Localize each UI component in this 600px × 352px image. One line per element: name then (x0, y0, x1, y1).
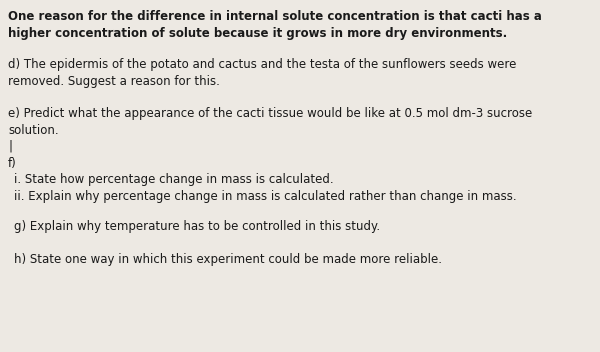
Text: d) The epidermis of the potato and cactus and the testa of the sunflowers seeds : d) The epidermis of the potato and cactu… (8, 58, 517, 71)
Text: i. State how percentage change in mass is calculated.: i. State how percentage change in mass i… (14, 173, 334, 186)
Text: h) State one way in which this experiment could be made more reliable.: h) State one way in which this experimen… (14, 253, 442, 266)
Text: ii. Explain why percentage change in mass is calculated rather than change in ma: ii. Explain why percentage change in mas… (14, 190, 517, 203)
Text: solution.: solution. (8, 124, 59, 137)
Text: removed. Suggest a reason for this.: removed. Suggest a reason for this. (8, 75, 220, 88)
Text: higher concentration of solute because it grows in more dry environments.: higher concentration of solute because i… (8, 27, 507, 40)
Text: e) Predict what the appearance of the cacti tissue would be like at 0.5 mol dm-3: e) Predict what the appearance of the ca… (8, 107, 532, 120)
Text: |: | (8, 140, 12, 153)
Text: One reason for the difference in internal solute concentration is that cacti has: One reason for the difference in interna… (8, 10, 542, 23)
Text: g) Explain why temperature has to be controlled in this study.: g) Explain why temperature has to be con… (14, 220, 380, 233)
Text: f): f) (8, 157, 17, 170)
